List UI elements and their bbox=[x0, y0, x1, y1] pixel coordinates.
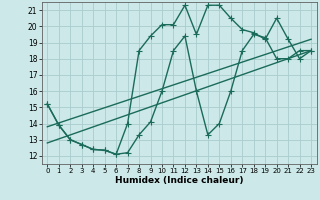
X-axis label: Humidex (Indice chaleur): Humidex (Indice chaleur) bbox=[115, 176, 244, 185]
